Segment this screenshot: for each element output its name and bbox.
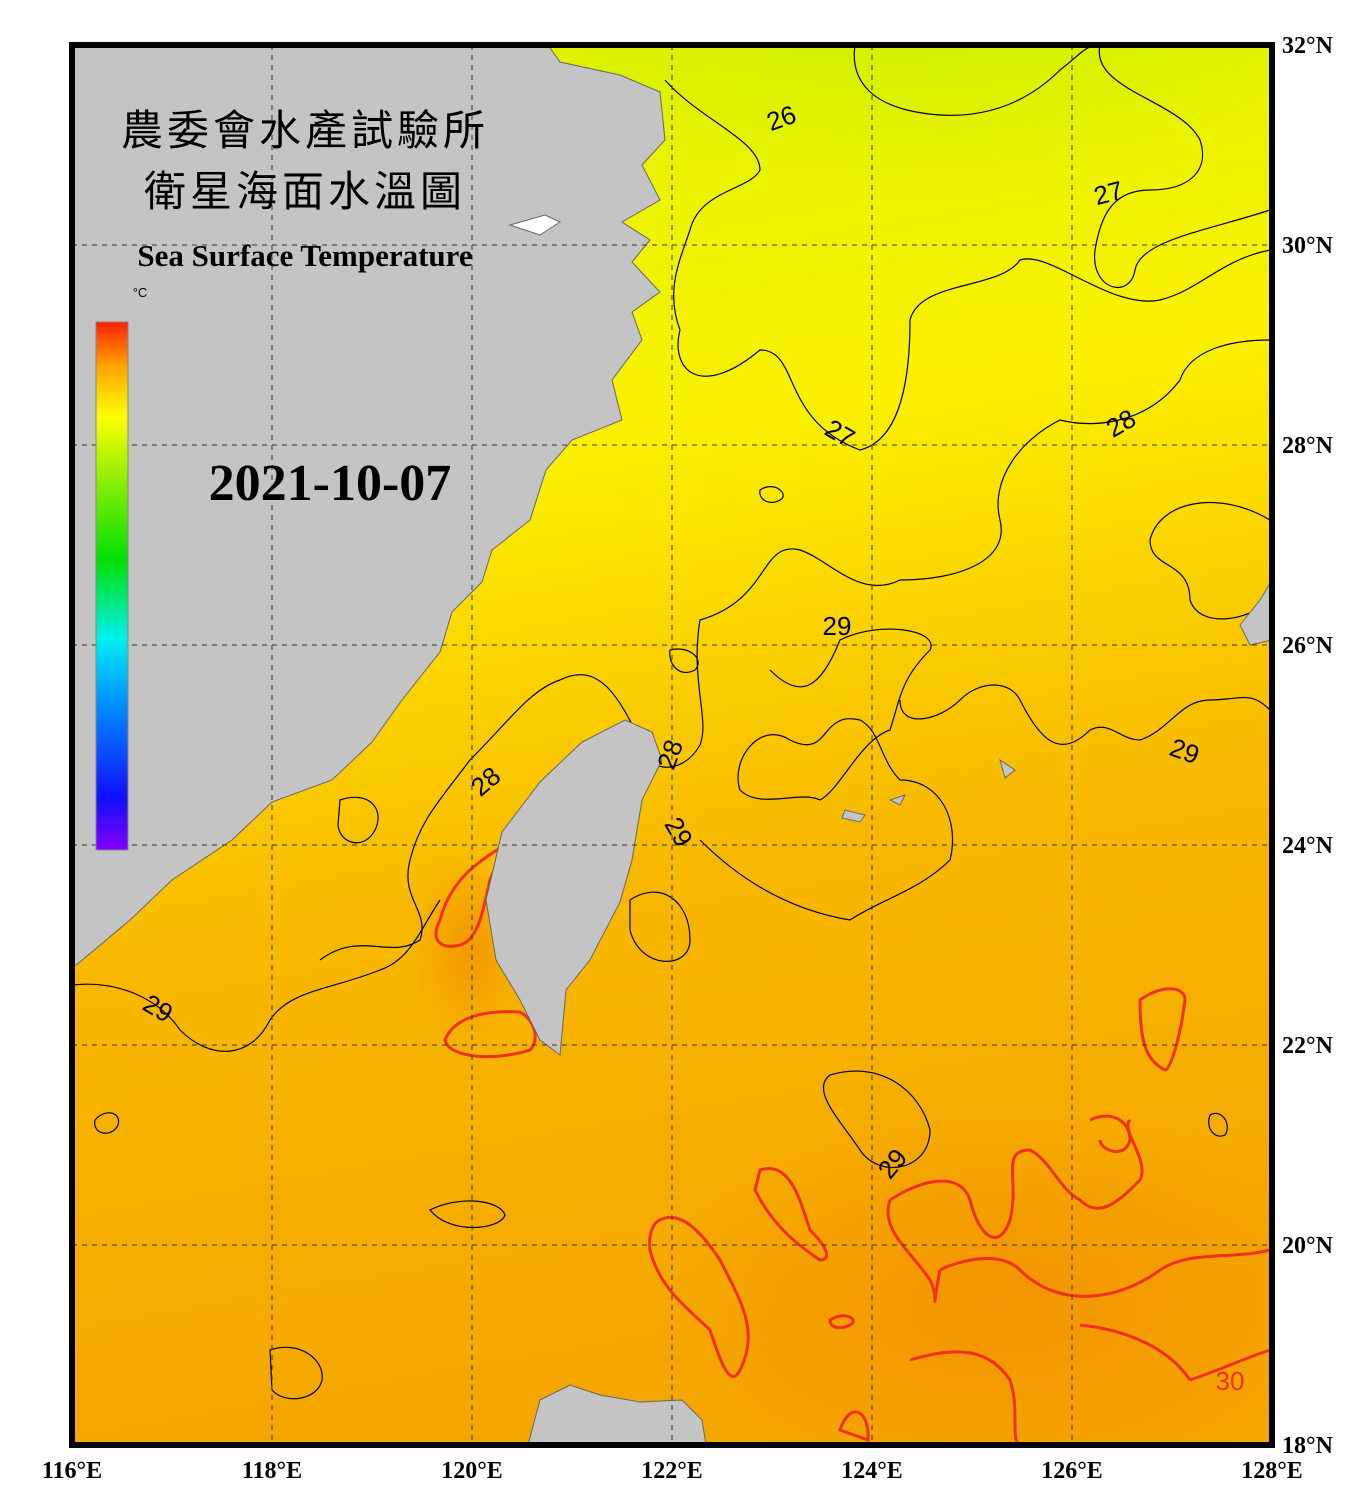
y-tick-label: 32°N [1282, 33, 1334, 59]
land-china [72, 45, 666, 969]
x-tick-label: 126°E [1041, 1458, 1103, 1484]
y-tick-label: 30°N [1282, 233, 1334, 259]
colorbar-gradient [95, 321, 129, 851]
title-en: Sea Surface Temperature [137, 238, 472, 273]
y-tick-label: 20°N [1282, 1233, 1334, 1259]
y-tick-label: 28°N [1282, 433, 1334, 459]
contour-line [853, 45, 1271, 288]
x-tick-label: 120°E [441, 1458, 503, 1484]
x-tick-label: 124°E [841, 1458, 903, 1484]
land-kyushu [841, 579, 1272, 823]
map-frame [69, 42, 1275, 1448]
map-body [72, 45, 1272, 1445]
contour-label: 29 [823, 611, 852, 641]
contour-label: 30 [1216, 1366, 1245, 1396]
contour-line [699, 628, 1271, 921]
y-tick-label: 24°N [1282, 833, 1334, 859]
contour-line [72, 501, 1271, 1052]
contour-line [886, 1114, 1271, 1445]
colorbar: °C [95, 285, 148, 851]
y-tick-label: 18°N [1282, 1433, 1334, 1459]
river-mouth [508, 214, 562, 236]
contour-line [94, 486, 1228, 1400]
x-tick-label: 128°E [1241, 1458, 1303, 1484]
colorbar-unit: °C [133, 285, 148, 300]
x-tick-label: 118°E [242, 1458, 302, 1484]
title-zh: 農委會水產試驗所 [121, 108, 489, 155]
y-tick-label: 26°N [1282, 633, 1334, 659]
land-taiwan [485, 719, 663, 1056]
warm-water [650, 1100, 1272, 1445]
contour-line [648, 1166, 870, 1443]
grid [72, 45, 1272, 1445]
date: 2021-10-07 [209, 455, 452, 512]
land-luzon [527, 1384, 707, 1445]
title-zh: 衛星海面水溫圖 [144, 170, 466, 216]
y-tick-label: 22°N [1282, 1033, 1334, 1059]
cool-water [530, 45, 1272, 410]
x-tick-label: 122°E [641, 1458, 703, 1484]
x-tick-label: 116°E [42, 1458, 102, 1484]
contour-line [664, 79, 1271, 451]
